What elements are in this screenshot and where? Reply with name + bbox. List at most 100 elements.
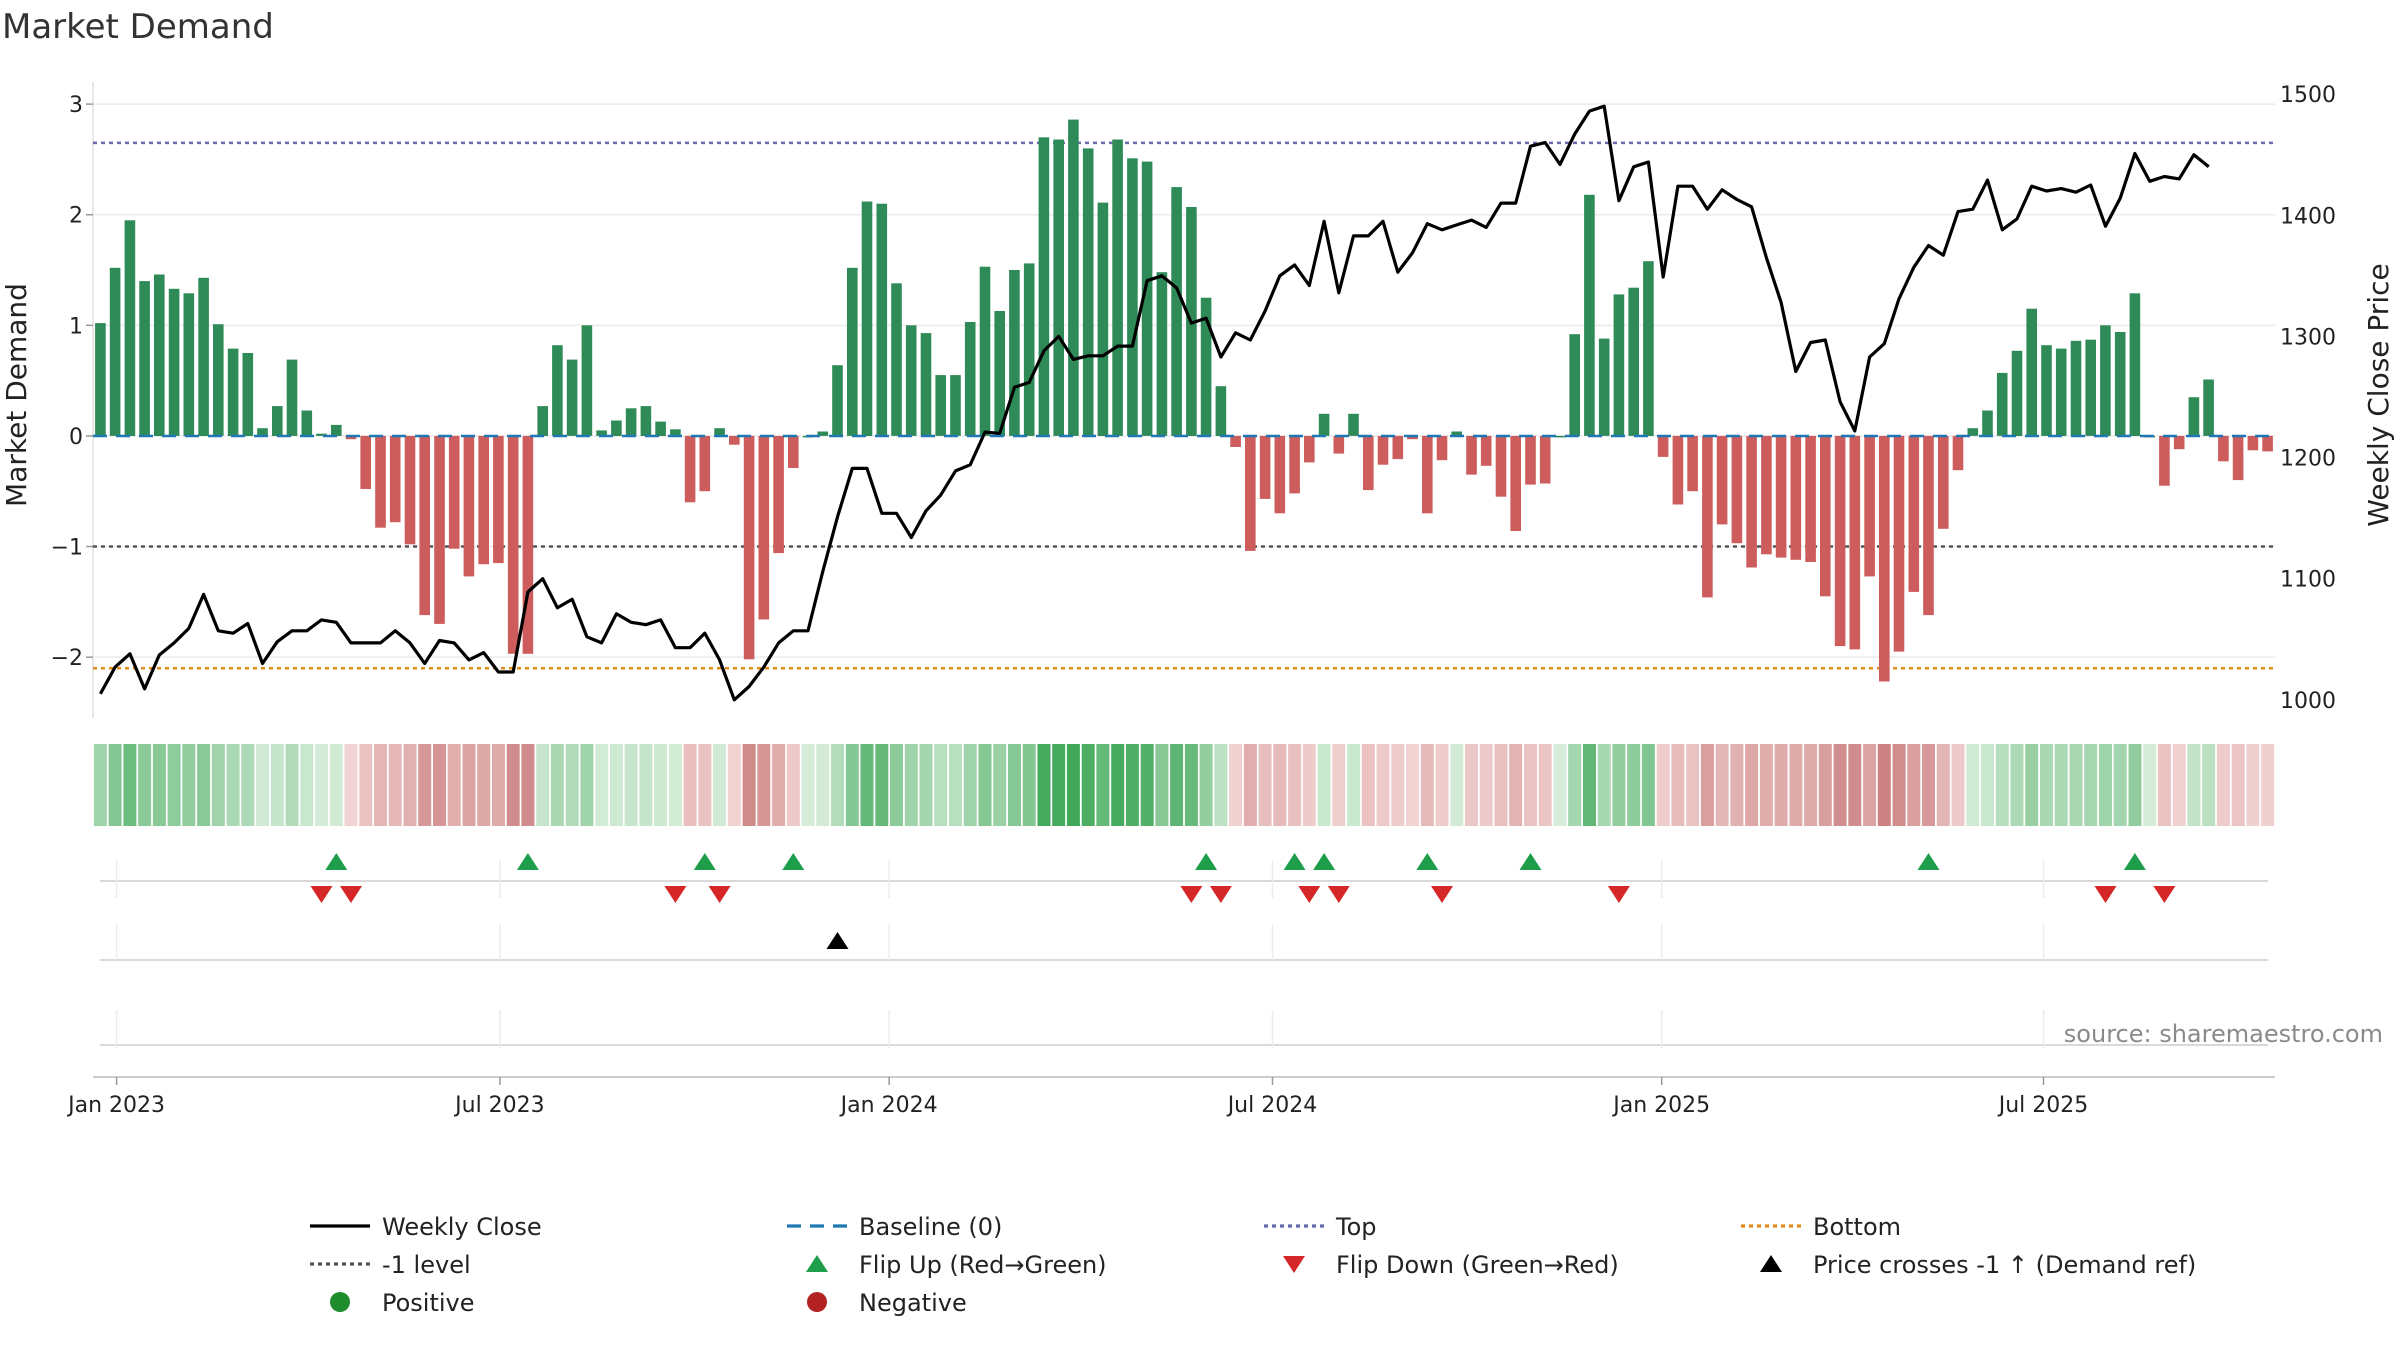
heat-cell: [285, 744, 299, 826]
y-axis-left-ticks: 3 2 1 0 −1 −2: [51, 93, 93, 671]
demand-bar: [331, 424, 342, 436]
demand-bar: [1996, 372, 2008, 436]
demand-bar: [95, 323, 106, 436]
heat-cell: [359, 744, 373, 826]
flip-up-marker: [1283, 853, 1306, 870]
heat-cell: [609, 744, 623, 826]
heat-cell: [492, 744, 505, 826]
demand-bar: [1097, 202, 1109, 436]
price-cross-marker: [826, 932, 849, 949]
heat-cell: [2261, 744, 2275, 826]
heat-cell: [1892, 744, 1906, 826]
flip-down-marker: [340, 886, 362, 903]
heat-cell: [1804, 744, 1818, 826]
legend-label: Bottom: [1813, 1213, 1901, 1241]
heat-cell: [1538, 744, 1552, 826]
flip-up-marker: [325, 853, 348, 870]
heat-cell: [1302, 744, 1316, 826]
heat-cell: [727, 744, 741, 826]
heat-cell: [1686, 744, 1700, 826]
demand-bar: [1363, 435, 1374, 491]
flip-down-marker: [1327, 886, 1350, 903]
heat-cell: [1863, 744, 1877, 826]
demand-bar: [1141, 161, 1153, 436]
heat-cell: [1641, 744, 1655, 826]
heat-cell: [1465, 744, 1478, 826]
heat-cell: [1140, 744, 1154, 826]
demand-bar: [1200, 297, 1212, 436]
demand-bar: [213, 324, 224, 436]
heat-cell: [1155, 744, 1169, 826]
heat-cell: [1877, 744, 1891, 826]
legend-up-marker: [806, 1255, 828, 1272]
demand-bar: [1923, 435, 1934, 616]
demand-bar: [286, 359, 298, 436]
left-tick-label: 3: [69, 93, 83, 118]
demand-bar: [655, 421, 666, 436]
demand-bars: [95, 119, 2273, 682]
left-tick-label: −2: [51, 646, 83, 671]
heat-cell: [1361, 744, 1375, 826]
heat-cell: [506, 744, 520, 826]
heat-cell: [2069, 744, 2083, 826]
heat-cell: [949, 744, 962, 826]
legend-item: -1 level: [310, 1251, 471, 1279]
demand-bar: [640, 406, 652, 436]
demand-bar: [139, 281, 150, 436]
heat-cell: [1981, 744, 1994, 826]
heat-cell: [1052, 744, 1066, 826]
demand-bar: [1982, 410, 1993, 436]
demand-bar: [758, 435, 770, 620]
demand-bar: [1156, 272, 1168, 436]
heat-cell: [2025, 744, 2039, 826]
heat-cell: [1789, 744, 1803, 826]
heat-cell: [167, 744, 181, 826]
heat-cell: [1509, 744, 1523, 826]
demand-bar: [743, 435, 755, 660]
heat-cell: [1214, 744, 1228, 826]
heat-cell: [152, 744, 166, 826]
legend-item: Weekly Close: [310, 1213, 542, 1241]
demand-bar: [891, 283, 902, 436]
main-gridlines: [92, 82, 2275, 718]
demand-bar: [1289, 435, 1300, 494]
heat-cell: [477, 744, 491, 826]
heat-cell: [713, 744, 727, 826]
heat-cell: [211, 744, 225, 826]
demand-bar: [2218, 435, 2229, 462]
heat-cell: [801, 744, 815, 826]
x-tick-label: Jul 2025: [1997, 1093, 2089, 1118]
demand-bar: [1082, 148, 1094, 436]
demand-bar: [1451, 431, 1462, 436]
demand-bar: [2041, 345, 2052, 436]
demand-bar: [1009, 270, 1020, 436]
heat-cell: [1081, 744, 1095, 826]
demand-bar: [1038, 137, 1050, 436]
demand-bar: [478, 435, 489, 565]
demand-bar: [1643, 261, 1654, 436]
legend-label: Flip Up (Red→Green): [859, 1251, 1107, 1279]
demand-bar: [1687, 435, 1698, 492]
heat-cell: [1008, 744, 1021, 826]
demand-bar: [2114, 332, 2126, 436]
demand-bar: [2100, 325, 2111, 436]
legend-item: Bottom: [1741, 1213, 1901, 1241]
heat-cell: [1612, 744, 1626, 826]
demand-bar: [1539, 435, 1551, 484]
heat-cell: [197, 744, 211, 826]
heat-cell: [2054, 744, 2068, 826]
demand-bar: [2262, 435, 2273, 452]
flip-up-marker: [516, 853, 539, 870]
demand-bar: [1584, 194, 1595, 436]
heat-cell: [315, 744, 328, 826]
heat-cell: [1435, 744, 1449, 826]
demand-bar: [876, 203, 888, 436]
flip-down-marker: [310, 886, 333, 903]
demand-bar: [198, 277, 209, 436]
legend-item: Flip Down (Green→Red): [1283, 1251, 1619, 1279]
demand-bar: [1436, 435, 1448, 461]
legend-label: Top: [1335, 1213, 1377, 1241]
heat-cell: [1184, 744, 1198, 826]
heat-cell: [1583, 744, 1596, 826]
right-tick-label: 1000: [2280, 689, 2336, 714]
